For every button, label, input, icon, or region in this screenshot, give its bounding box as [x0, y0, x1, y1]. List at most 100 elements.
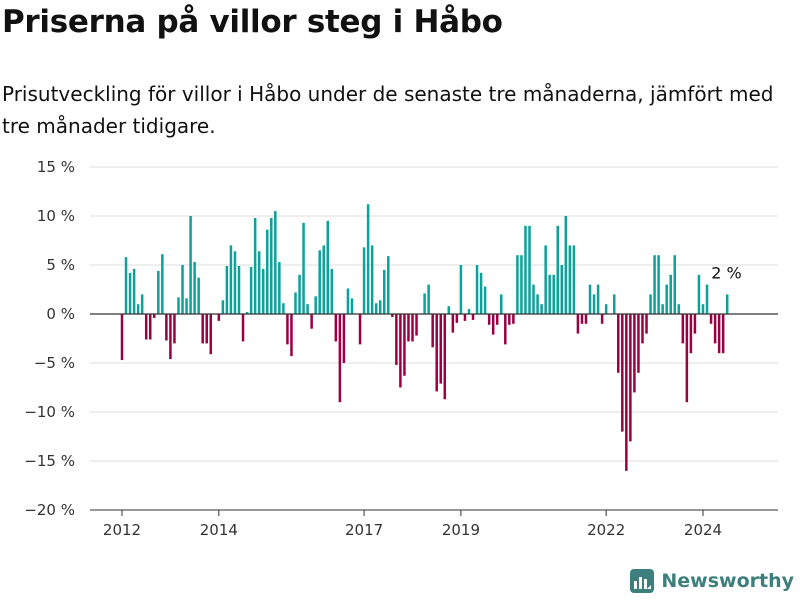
bar [148, 314, 152, 340]
bar [520, 255, 523, 314]
bar [568, 245, 572, 314]
y-tick-label: 10 % [37, 207, 75, 225]
axes: 15 % 10 % 5 % 0 % −5 % −10 % −15 % −20 % 2012 201… [24, 158, 778, 539]
bar [181, 265, 184, 314]
bar [362, 247, 366, 314]
bar [681, 314, 685, 344]
bar [411, 314, 414, 342]
bar [132, 268, 136, 314]
bar [491, 314, 495, 335]
bar [500, 294, 503, 314]
y-tick-label: 0 % [46, 305, 75, 323]
bar [713, 314, 717, 344]
bar [677, 304, 681, 314]
bar [580, 314, 584, 324]
bar [334, 314, 338, 342]
bar [669, 274, 672, 314]
bar [649, 294, 652, 314]
bar [463, 314, 467, 321]
x-tick-label: 2012 [103, 521, 141, 539]
bar [604, 304, 608, 314]
bar [120, 314, 124, 361]
bar [657, 255, 660, 314]
bar [177, 297, 180, 314]
bar [653, 255, 656, 314]
bar [330, 268, 334, 314]
bar [318, 250, 321, 314]
bar [314, 296, 317, 314]
bar [201, 314, 204, 344]
bar [209, 314, 213, 355]
y-tick-label: −10 % [24, 403, 75, 421]
bar [435, 314, 438, 392]
bar [282, 303, 285, 314]
bar [487, 314, 491, 325]
chart-subtitle: Prisutveckling för villor i Håbo under d… [2, 82, 774, 138]
x-tick-label: 2019 [442, 521, 480, 539]
bar [338, 314, 342, 403]
bar [596, 284, 600, 314]
bar [508, 314, 511, 325]
gridlines [90, 166, 778, 511]
bar [524, 225, 527, 314]
bar [395, 314, 398, 365]
bar-chart: 15 % 10 % 5 % 0 % −5 % −10 % −15 % −20 % 2012 201… [24, 158, 778, 539]
bar [290, 314, 293, 357]
bar [705, 284, 709, 314]
bar [217, 314, 221, 321]
bar [407, 314, 410, 342]
bar [721, 314, 725, 354]
y-tick-label: 15 % [37, 158, 75, 176]
bar [697, 274, 701, 314]
chart-title: Priserna på villor steg i Håbo [2, 4, 503, 40]
bar [274, 211, 277, 314]
bar [717, 314, 721, 354]
bar [378, 300, 382, 314]
bar [576, 314, 580, 334]
bar [326, 220, 330, 314]
bar [693, 314, 697, 334]
bar [451, 314, 455, 333]
bar [366, 204, 370, 314]
bar [504, 314, 507, 345]
bar [342, 314, 346, 363]
bar [556, 225, 559, 314]
bar [358, 314, 362, 345]
bar [621, 314, 624, 432]
bar [475, 265, 479, 314]
bar [685, 314, 689, 403]
bar [193, 262, 196, 314]
bar [516, 255, 519, 314]
bar [641, 314, 644, 344]
x-tick-label: 2014 [200, 521, 238, 539]
bar [310, 314, 313, 329]
bar [173, 314, 176, 344]
bar [467, 309, 471, 314]
bar [136, 304, 140, 314]
bar [270, 217, 273, 314]
bar [725, 294, 729, 314]
bar [144, 314, 148, 340]
bar [350, 298, 354, 314]
bar [391, 314, 394, 317]
bar [257, 251, 261, 314]
bar [298, 274, 301, 314]
bar [423, 293, 426, 314]
bar [572, 245, 576, 314]
x-tick-label: 2017 [345, 521, 383, 539]
bar [495, 314, 499, 325]
bar [185, 298, 188, 314]
bar [306, 304, 309, 314]
bar [443, 314, 447, 400]
bar [205, 314, 208, 344]
bar [512, 314, 515, 324]
bar [124, 257, 128, 314]
bar [346, 288, 350, 314]
bar [189, 216, 192, 314]
bar [612, 294, 616, 314]
bar [322, 245, 325, 314]
y-tick-label: −15 % [24, 452, 75, 470]
bar [431, 314, 434, 348]
bar [625, 314, 628, 471]
bar [278, 262, 281, 314]
